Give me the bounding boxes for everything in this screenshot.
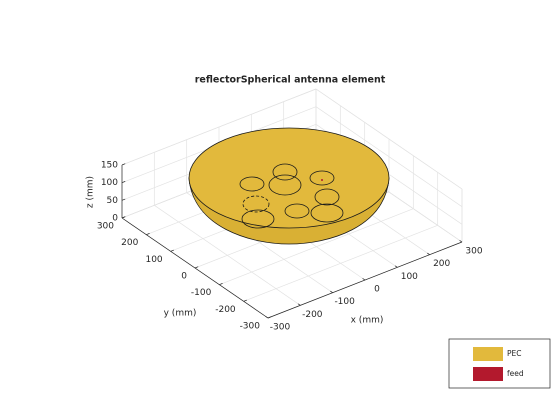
z-tick-mark <box>121 181 126 183</box>
x-tick-mark <box>297 303 301 306</box>
x-tick-label: -100 <box>334 297 355 307</box>
grid-line <box>243 225 438 302</box>
legend: PEC feed <box>448 338 551 389</box>
feed-ring <box>310 203 344 223</box>
y-tick-mark <box>267 316 272 319</box>
z-tick-label: 50 <box>107 196 119 206</box>
chart-title: reflectorSpherical antenna element <box>195 75 386 86</box>
feed-ring <box>314 188 340 206</box>
feed-ring <box>239 176 265 192</box>
y-tick-label: 100 <box>145 255 162 265</box>
feed-point <box>321 179 323 181</box>
x-tick-label: -200 <box>302 310 323 320</box>
y-tick-label: -200 <box>215 305 236 315</box>
z-tick-mark <box>121 216 126 219</box>
feed-ring <box>309 170 335 186</box>
grid-line <box>219 208 414 285</box>
reflector <box>188 127 390 245</box>
z-tick-label: 150 <box>101 161 118 171</box>
y-tick-mark <box>194 266 199 269</box>
y-tick-mark <box>146 233 150 235</box>
z-tick-mark <box>121 163 126 166</box>
y-tick-label: 200 <box>121 238 138 248</box>
x-tick-mark <box>459 240 463 243</box>
y-tick-mark <box>243 299 247 302</box>
y-axis-label: y (mm) <box>164 309 197 319</box>
grid-line <box>315 106 463 207</box>
y-tick-label: 300 <box>97 222 114 232</box>
z-tick-label: 0 <box>112 214 118 224</box>
x-tick-label: 200 <box>433 259 450 269</box>
legend-label: PEC <box>507 349 522 358</box>
legend-swatch <box>473 367 503 381</box>
y-tick-label: 0 <box>181 272 187 282</box>
feed-ring <box>242 195 270 213</box>
z-tick-label: 100 <box>101 178 118 188</box>
feed-outlines <box>239 163 344 229</box>
y-tick-label: -100 <box>191 288 212 298</box>
x-tick-label: 300 <box>465 247 482 257</box>
z-axis-label: z (mm) <box>86 176 96 208</box>
x-tick-label: 100 <box>401 272 418 282</box>
axis-line <box>121 88 317 166</box>
x-tick-mark <box>330 290 333 293</box>
x-axis-label: x (mm) <box>351 316 384 326</box>
reflector-rim <box>188 127 390 229</box>
y-tick-mark <box>170 249 174 252</box>
y-tick-label: -300 <box>240 322 261 332</box>
y-tick-mark <box>219 283 223 285</box>
legend-swatch <box>473 347 503 361</box>
x-tick-label: 0 <box>374 285 380 295</box>
x-tick-label: -300 <box>270 323 291 333</box>
feed-ring <box>241 209 275 229</box>
axis-line <box>315 88 463 190</box>
legend-label: feed <box>507 369 524 378</box>
x-tick-mark <box>265 316 269 319</box>
z-tick-mark <box>121 198 126 201</box>
feed-ring <box>268 174 302 196</box>
x-tick-mark <box>427 252 430 255</box>
x-tick-mark <box>394 265 398 268</box>
feed-ring <box>272 163 298 181</box>
feed-ring <box>284 203 310 219</box>
x-tick-mark <box>362 278 366 281</box>
